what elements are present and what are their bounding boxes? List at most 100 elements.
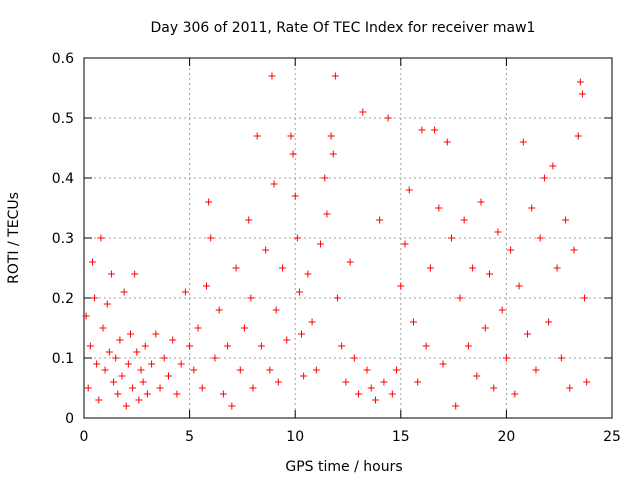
data-point xyxy=(86,342,94,350)
data-point xyxy=(274,378,282,386)
data-point xyxy=(116,336,124,344)
data-point xyxy=(388,390,396,398)
data-point xyxy=(207,234,215,242)
data-point xyxy=(323,210,331,218)
data-point xyxy=(295,288,303,296)
data-point xyxy=(393,366,401,374)
y-tick-label: 0.3 xyxy=(52,231,74,247)
data-point xyxy=(152,330,160,338)
data-point xyxy=(317,240,325,248)
data-point xyxy=(139,378,147,386)
data-point xyxy=(236,366,244,374)
data-point xyxy=(124,360,132,368)
data-point xyxy=(502,354,510,362)
plot-area-border xyxy=(83,57,613,419)
data-point xyxy=(224,342,232,350)
data-point xyxy=(473,372,481,380)
data-point xyxy=(300,372,308,380)
data-point xyxy=(342,378,350,386)
x-tick-label: 0 xyxy=(80,429,89,445)
data-point xyxy=(545,318,553,326)
data-point xyxy=(371,396,379,404)
data-point xyxy=(148,360,156,368)
data-point xyxy=(110,378,118,386)
data-point xyxy=(350,354,358,362)
data-point xyxy=(578,90,586,98)
data-point xyxy=(283,336,291,344)
data-point xyxy=(562,216,570,224)
data-point xyxy=(431,126,439,134)
y-tick-label: 0.1 xyxy=(52,351,74,367)
data-point xyxy=(97,234,105,242)
data-point xyxy=(173,390,181,398)
data-point xyxy=(245,216,253,224)
data-point xyxy=(566,384,574,392)
data-points xyxy=(82,72,591,410)
data-point xyxy=(435,204,443,212)
data-point xyxy=(363,366,371,374)
data-point xyxy=(122,402,130,410)
data-point xyxy=(304,270,312,278)
data-point xyxy=(376,216,384,224)
data-point xyxy=(507,246,515,254)
data-point xyxy=(164,372,172,380)
x-tick-label: 25 xyxy=(603,429,621,445)
y-tick-label: 0.5 xyxy=(52,111,74,127)
y-tick-label: 0.4 xyxy=(52,171,74,187)
data-point xyxy=(401,240,409,248)
data-point xyxy=(105,348,113,356)
data-point xyxy=(198,384,206,392)
data-point xyxy=(289,150,297,158)
data-point xyxy=(570,246,578,254)
data-point xyxy=(312,366,320,374)
data-point xyxy=(186,342,194,350)
data-point xyxy=(279,264,287,272)
x-tick-label: 5 xyxy=(185,429,194,445)
data-point xyxy=(266,366,274,374)
data-point xyxy=(464,342,472,350)
data-point xyxy=(131,270,139,278)
data-point xyxy=(291,192,299,200)
data-point xyxy=(460,216,468,224)
data-point xyxy=(511,390,519,398)
data-point xyxy=(293,234,301,242)
data-point xyxy=(355,390,363,398)
data-point xyxy=(141,342,149,350)
data-point xyxy=(205,198,213,206)
data-point xyxy=(409,318,417,326)
data-point xyxy=(477,198,485,206)
data-point xyxy=(329,150,337,158)
data-point xyxy=(126,330,134,338)
data-point xyxy=(490,384,498,392)
data-point xyxy=(262,246,270,254)
data-point xyxy=(498,306,506,314)
data-point xyxy=(528,204,536,212)
data-point xyxy=(88,258,96,266)
data-point xyxy=(574,132,582,140)
data-point xyxy=(257,342,265,350)
data-point xyxy=(532,366,540,374)
data-point xyxy=(331,72,339,80)
data-point xyxy=(397,282,405,290)
data-point xyxy=(418,126,426,134)
data-point xyxy=(519,138,527,146)
data-point xyxy=(232,264,240,272)
x-tick-label: 15 xyxy=(392,429,410,445)
data-point xyxy=(536,234,544,242)
data-point xyxy=(270,180,278,188)
data-point xyxy=(308,318,316,326)
x-tick-label: 20 xyxy=(497,429,515,445)
y-tick-label: 0.6 xyxy=(52,51,74,67)
data-point xyxy=(469,264,477,272)
data-point xyxy=(129,384,137,392)
data-point xyxy=(439,360,447,368)
data-point xyxy=(338,342,346,350)
data-point xyxy=(101,366,109,374)
data-point xyxy=(443,138,451,146)
data-point xyxy=(486,270,494,278)
data-point xyxy=(211,354,219,362)
data-point xyxy=(553,264,561,272)
data-point xyxy=(228,402,236,410)
data-point xyxy=(84,384,92,392)
data-point xyxy=(93,360,101,368)
